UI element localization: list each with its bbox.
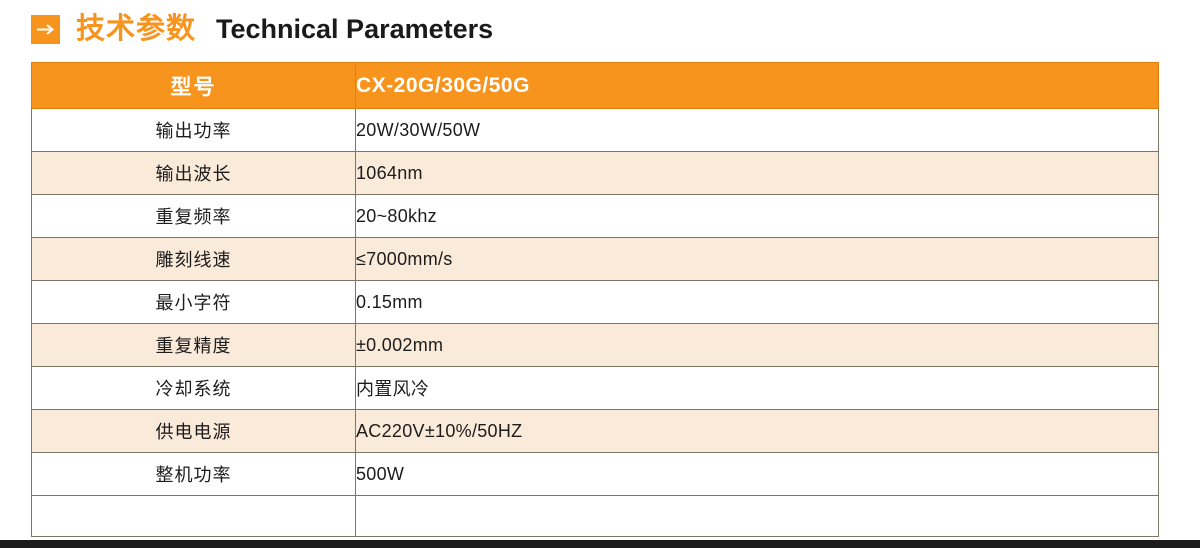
section-title-en: Technical Parameters	[216, 13, 494, 44]
table-row: 重复频率 20~80khz	[31, 194, 1159, 238]
row-value: 内置风冷	[355, 366, 1159, 410]
arrow-right-icon	[31, 14, 60, 44]
row-value: 20~80khz	[355, 194, 1159, 238]
column-header-model: 型号	[31, 62, 356, 109]
row-label	[31, 495, 356, 537]
row-label: 供电电源	[31, 409, 356, 453]
row-value: ±0.002mm	[355, 323, 1159, 367]
row-label: 重复频率	[31, 194, 356, 238]
table-row: 输出功率 20W/30W/50W	[31, 108, 1159, 152]
table-row: 输出波长 1064nm	[31, 151, 1159, 195]
row-value	[355, 495, 1159, 537]
row-label: 输出波长	[31, 151, 356, 195]
row-value: 1064nm	[355, 151, 1159, 195]
row-value: 500W	[355, 452, 1159, 496]
technical-parameters-table: 型号 CX-20G/30G/50G 输出功率 20W/30W/50W 输出波长 …	[31, 62, 1159, 537]
table-row: 最小字符 0.15mm	[31, 280, 1159, 324]
row-label: 最小字符	[31, 280, 356, 324]
table-row: 冷却系统 内置风冷	[31, 366, 1159, 410]
row-value: 0.15mm	[355, 280, 1159, 324]
row-value: ≤7000mm/s	[355, 237, 1159, 281]
table-row-empty	[31, 495, 1159, 537]
row-value: 20W/30W/50W	[355, 108, 1159, 152]
section-title-cn: 技术参数	[76, 12, 197, 45]
table-row: 雕刻线速 ≤7000mm/s	[31, 237, 1159, 281]
table-body: 输出功率 20W/30W/50W 输出波长 1064nm 重复频率 20~80k…	[31, 108, 1159, 537]
row-label: 输出功率	[31, 108, 356, 152]
table-row: 重复精度 ±0.002mm	[31, 323, 1159, 367]
column-header-modelnumber: CX-20G/30G/50G	[355, 62, 1159, 109]
table-row: 供电电源 AC220V±10%/50HZ	[31, 409, 1159, 453]
row-label: 重复精度	[31, 323, 356, 367]
row-label: 整机功率	[31, 452, 356, 496]
section-heading: 技术参数 Technical Parameters	[31, 8, 493, 50]
table-row: 整机功率 500W	[31, 452, 1159, 496]
row-label: 雕刻线速	[31, 237, 356, 281]
row-value: AC220V±10%/50HZ	[355, 409, 1159, 453]
table-header-row: 型号 CX-20G/30G/50G	[31, 62, 1159, 109]
page-bottom-bar	[0, 540, 1200, 548]
row-label: 冷却系统	[31, 366, 356, 410]
